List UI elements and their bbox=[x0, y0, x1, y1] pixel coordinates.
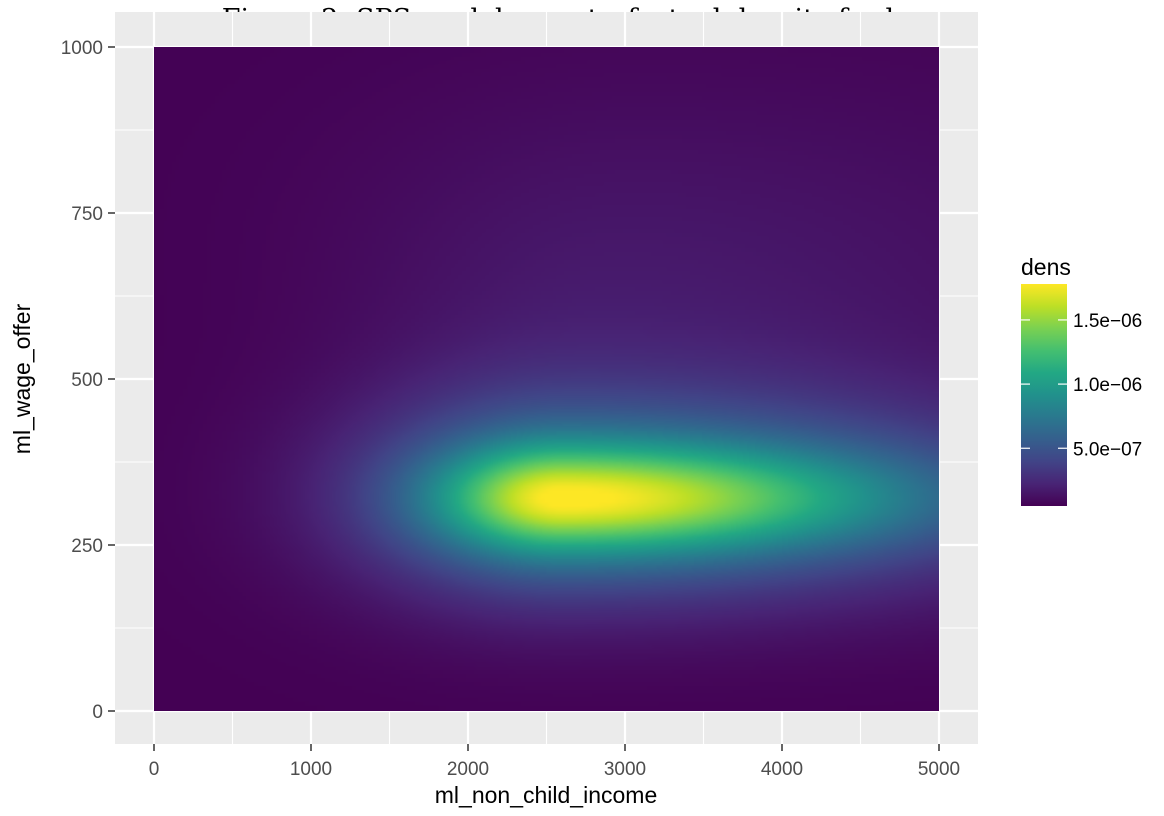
legend-tick-label: 1.5e−06 bbox=[1073, 311, 1142, 332]
y-axis-title: ml_wage_offer bbox=[9, 303, 35, 454]
density-heatmap bbox=[154, 47, 939, 711]
y-tick-label: 0 bbox=[92, 702, 103, 723]
x-tick-label: 5000 bbox=[918, 759, 960, 780]
x-tick-label: 2000 bbox=[447, 759, 489, 780]
x-axis-title: ml_non_child_income bbox=[435, 782, 657, 808]
legend-title: dens bbox=[1021, 254, 1071, 280]
legend-colorbar: dens 5.0e−07 1.0e−06 1.5e−06 bbox=[1021, 254, 1142, 506]
y-tick-label: 1000 bbox=[61, 38, 103, 59]
legend-tick-label: 5.0e−07 bbox=[1073, 439, 1142, 460]
y-tick-label: 250 bbox=[71, 536, 103, 557]
y-axis-ticks: 0 250 500 750 1000 bbox=[61, 38, 115, 723]
x-tick-label: 1000 bbox=[290, 759, 332, 780]
x-axis-ticks: 0 1000 2000 3000 4000 5000 bbox=[149, 744, 960, 780]
x-tick-label: 0 bbox=[149, 759, 160, 780]
x-tick-label: 4000 bbox=[761, 759, 803, 780]
legend-ticks: 5.0e−07 1.0e−06 1.5e−06 bbox=[1021, 311, 1142, 460]
y-tick-label: 750 bbox=[71, 204, 103, 225]
legend-tick-label: 1.0e−06 bbox=[1073, 375, 1142, 396]
y-tick-label: 500 bbox=[71, 370, 103, 391]
x-tick-label: 3000 bbox=[604, 759, 646, 780]
colorbar bbox=[1021, 284, 1067, 506]
